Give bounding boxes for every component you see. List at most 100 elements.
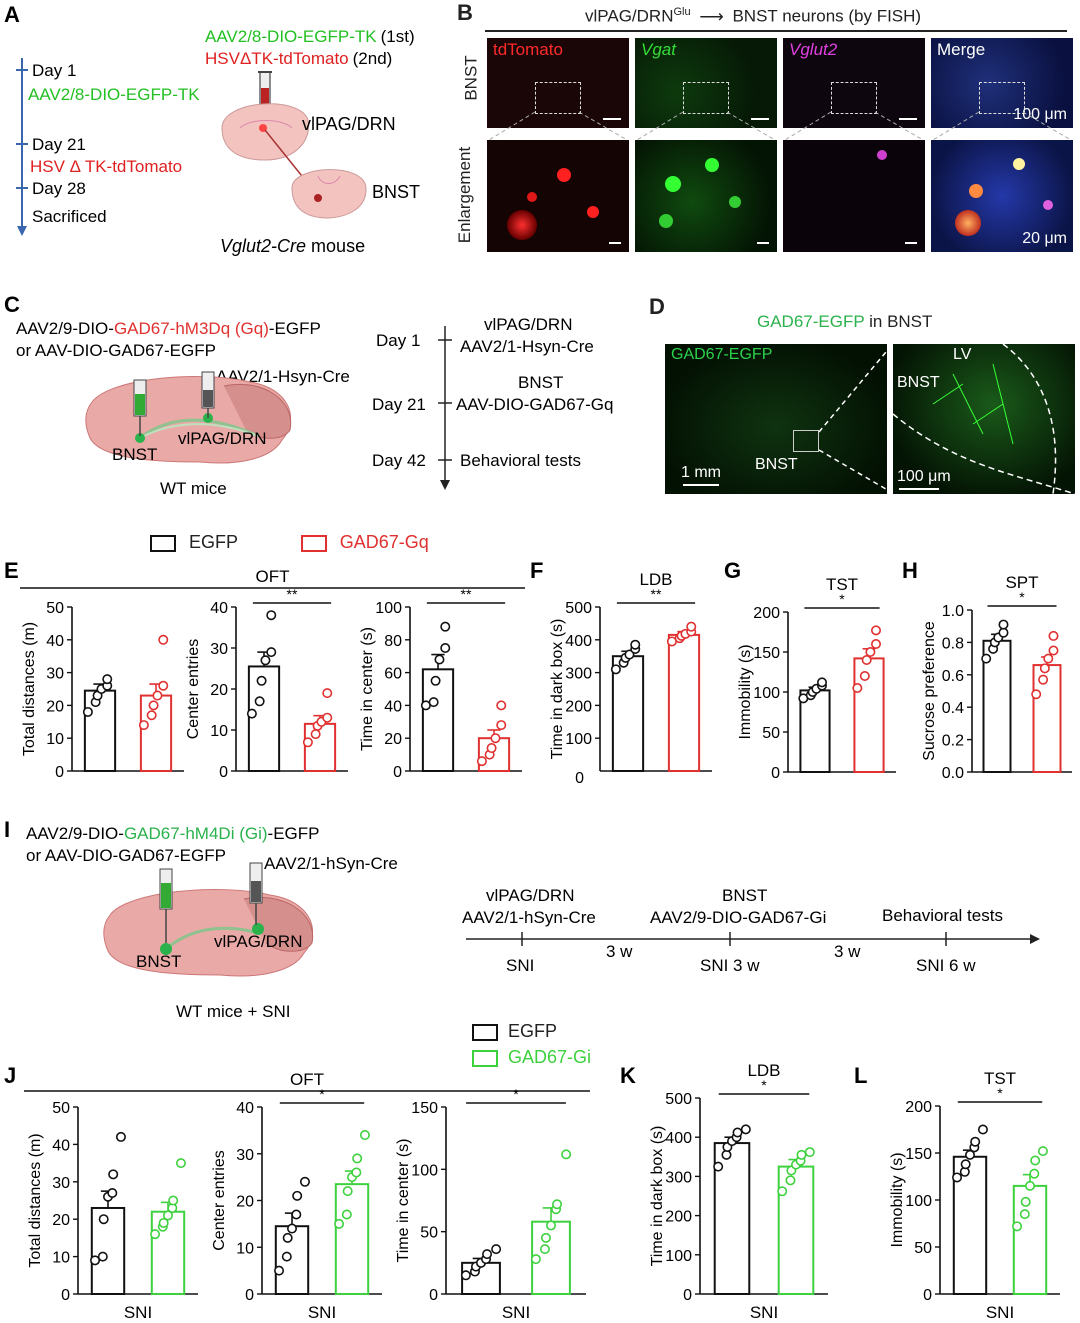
panel-c: C AAV2/9-DIO-GAD67-hM3Dq (Gq)-EGFP or AA…: [4, 292, 613, 498]
panel-d-letter: D: [649, 294, 665, 319]
panel-c-letter: C: [4, 292, 20, 317]
bnst-zoom-image: LV BNST 100 μm: [893, 344, 1075, 494]
y-tick-label: 0: [575, 770, 584, 787]
data-point: [785, 1175, 796, 1186]
data-point: [138, 720, 149, 731]
chart-J3: 0 50 100 150 Time in center (s) * SNI: [395, 1086, 586, 1322]
region-vlpag: vlPAG/DRN: [302, 114, 396, 134]
fish-merge-enlarged: 20 μm: [931, 140, 1073, 252]
y-axis-label: Time in dark box (s): [549, 619, 566, 760]
y-tick-label: 50: [46, 600, 64, 617]
caption: WT mice: [160, 479, 227, 498]
y-tick-label: 0.8: [942, 635, 964, 652]
y-tick-label: 0: [245, 1287, 254, 1304]
y-tick-label: 0: [61, 1287, 70, 1304]
y-axis-label: Immobility (s): [737, 644, 754, 739]
zoom-guides-d: [818, 345, 892, 493]
y-tick-label: 200: [665, 1209, 692, 1226]
timeline-event3: Sacrificed: [32, 207, 107, 226]
x-axis-label: SNI: [986, 1303, 1014, 1322]
significance-marker: *: [319, 1086, 325, 1102]
significance-marker: **: [651, 586, 662, 602]
timeline-event2: HSV Δ TK-tdTomato: [30, 157, 182, 176]
y-tick-label: 400: [565, 633, 592, 650]
data-point: [561, 1149, 572, 1160]
y-tick-label: 50: [762, 725, 780, 742]
data-point: [281, 1251, 292, 1262]
y-tick-label: 0: [429, 1287, 438, 1304]
legend-egfp-label: EGFP: [189, 532, 238, 552]
data-point: [1020, 1196, 1031, 1207]
y-tick-label: 20: [210, 682, 228, 699]
y-tick-label: 40: [46, 633, 64, 650]
data-point: [861, 654, 872, 665]
i-top2-1: AAV2/1-hSyn-Cre: [462, 908, 596, 927]
data-point: [1048, 630, 1059, 641]
data-point: [428, 697, 439, 708]
timeline-day28: Day 28: [32, 179, 86, 198]
group-title: OFT: [290, 1070, 324, 1089]
y-tick-label: 20: [52, 1212, 70, 1229]
data-point: [865, 646, 876, 657]
fish-vglut2-top: Vglut2: [783, 38, 925, 128]
data-point: [859, 670, 870, 681]
data-point: [998, 627, 1009, 638]
y-tick-label: 100: [411, 1162, 438, 1179]
data-point: [1031, 689, 1042, 700]
y-axis-label: Center entries: [211, 1150, 228, 1251]
lv-label: LV: [953, 346, 972, 363]
y-tick-label: 300: [665, 1169, 692, 1186]
c-day21: Day 21: [372, 395, 426, 414]
bar-ctrl: [611, 655, 645, 773]
virus-2: HSVΔTK-tdTomato (2nd): [205, 49, 392, 68]
coronal-section-image: GAD67-EGFP BNST 1 mm: [665, 344, 887, 494]
data-point: [260, 655, 271, 666]
data-point: [342, 1186, 353, 1197]
data-point: [107, 1188, 118, 1199]
data-point: [292, 1190, 303, 1201]
region-vlpag: vlPAG/DRN: [178, 429, 266, 448]
y-tick-label: 30: [236, 1147, 254, 1164]
legend-gi-label: GAD67-Gi: [508, 1047, 592, 1067]
panel-d-title: GAD67-EGFP in BNST: [757, 312, 933, 331]
chart-E3: 0 20 40 60 80 100 Time in center (s) **: [359, 586, 522, 781]
y-tick-label: 400: [665, 1130, 692, 1147]
fish-tdtomato-top: tdTomato: [487, 38, 629, 128]
data-point: [158, 1217, 169, 1228]
legend-swatch-gi: [472, 1049, 498, 1067]
y-tick-label: 100: [665, 1248, 692, 1265]
significance-marker: *: [761, 1077, 767, 1093]
legend-swatch-egfp: [150, 534, 176, 552]
data-point: [816, 677, 827, 688]
significance-marker: *: [997, 1085, 1003, 1101]
c-event1a: vlPAG/DRN: [484, 315, 572, 334]
timeline-event1: AAV2/8-DIO-EGFP-TK: [28, 85, 200, 104]
y-tick-label: 0: [393, 764, 402, 781]
x-axis-label: SNI: [308, 1303, 336, 1322]
data-point: [1025, 1180, 1036, 1191]
data-point: [341, 1209, 352, 1220]
i-top-2: BNST: [722, 886, 767, 905]
virus-gq: AAV2/9-DIO-GAD67-hM3Dq (Gq)-EGFP: [16, 319, 321, 338]
c-day42: Day 42: [372, 451, 426, 470]
data-point: [246, 708, 257, 719]
data-point: [163, 1210, 174, 1221]
data-point: [322, 688, 333, 699]
chart-E2: 0 10 20 30 40 Center entries **: [185, 586, 348, 781]
data-point: [359, 1130, 370, 1141]
zoom-guides: [488, 111, 1072, 141]
chart-E1: 0 10 20 30 40 50 Total distances (m) OFT E: [4, 558, 525, 781]
y-axis-label: Total distances (m): [27, 1133, 44, 1267]
y-tick-label: 0: [771, 765, 780, 782]
data-point: [610, 664, 621, 675]
y-tick-label: 40: [384, 698, 402, 715]
region-vlpag-i: vlPAG/DRN: [214, 932, 302, 951]
data-point: [777, 1186, 788, 1197]
data-point: [624, 649, 635, 660]
data-point: [1019, 1209, 1030, 1220]
legend-gq: EGFP GAD67-Gq: [150, 532, 429, 553]
virus-1: AAV2/8-DIO-EGFP-TK (1st): [205, 27, 415, 46]
test-title: SPT: [1005, 573, 1038, 592]
